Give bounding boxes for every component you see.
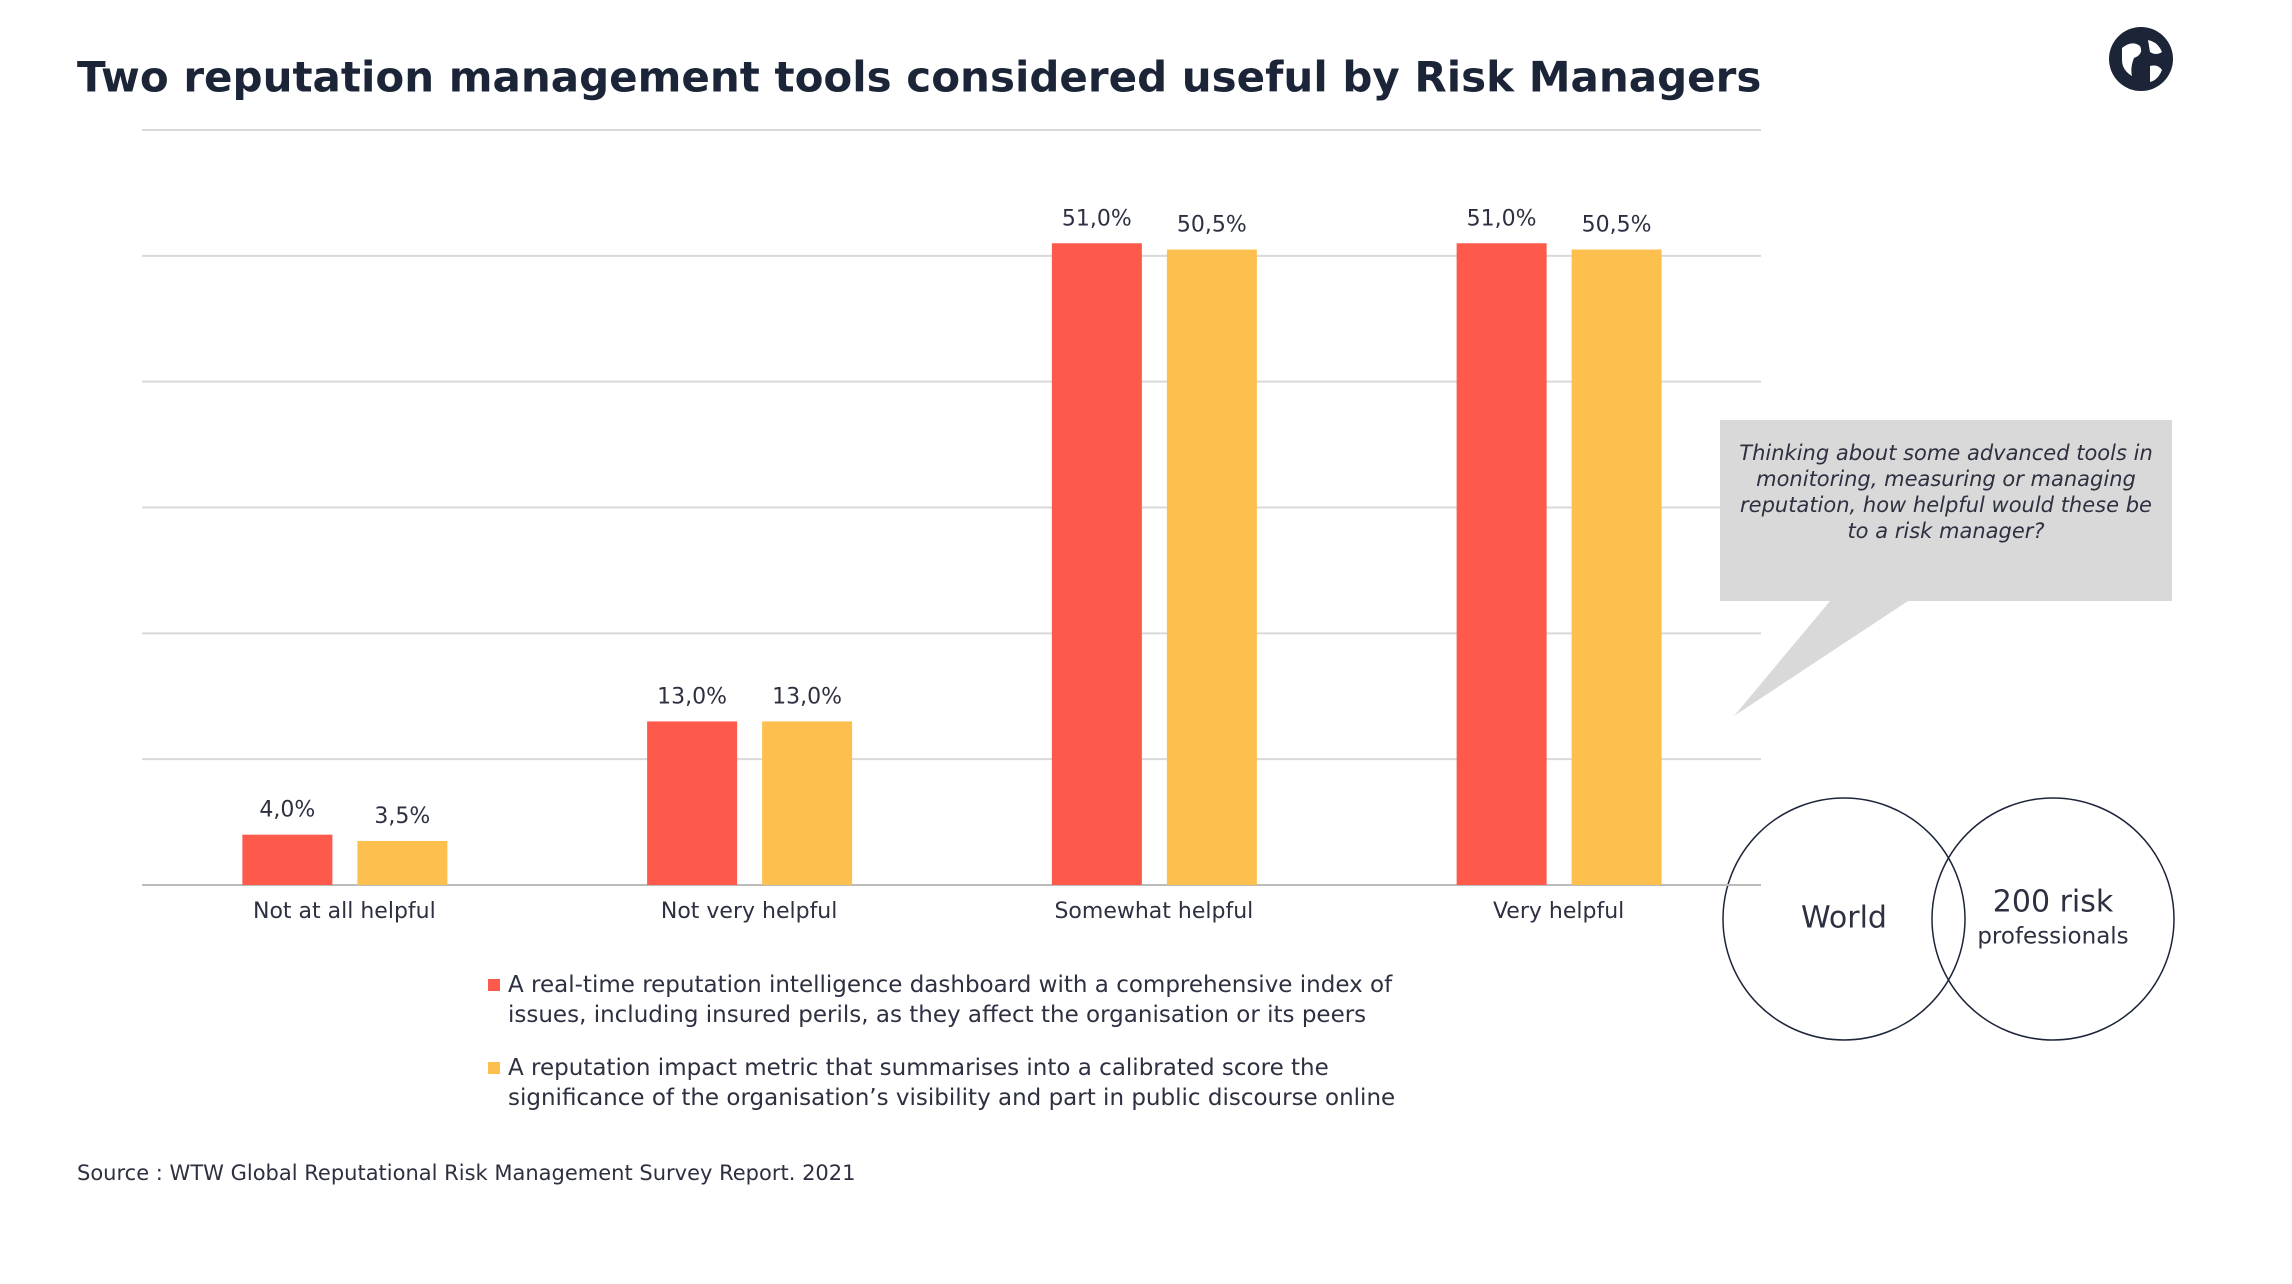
value-label: 4,0%: [259, 798, 315, 823]
legend-label: A real-time reputation intelligence dash…: [508, 972, 1393, 1028]
bar: [647, 721, 738, 885]
bar: [357, 840, 448, 885]
question-text: Thinking about some advanced tools in mo…: [1739, 441, 2153, 543]
chart-title: Two reputation management tools consider…: [77, 53, 1761, 102]
venn-label: 200 risk: [1993, 885, 2114, 920]
bar: [1051, 243, 1142, 885]
venn-label: professionals: [1977, 924, 2128, 950]
callout: [1720, 420, 2172, 716]
legend-swatch: [488, 979, 500, 991]
x-tick-label: Not at all helpful: [253, 899, 436, 924]
bar: [762, 721, 853, 885]
value-label: 13,0%: [772, 684, 842, 709]
bar: [1571, 249, 1662, 885]
legend-item: A reputation impact metric that summaris…: [488, 1053, 1448, 1113]
legend-swatch: [488, 1062, 500, 1074]
bar: [242, 834, 333, 885]
x-tick-label: Somewhat helpful: [1054, 899, 1253, 924]
venn-label: World: [1801, 901, 1887, 936]
value-label: 50,5%: [1177, 213, 1247, 238]
value-label: 51,0%: [1467, 206, 1537, 231]
globe-icon: [2109, 27, 2173, 91]
venn: [1722, 797, 2175, 1041]
value-label: 3,5%: [374, 804, 430, 829]
x-tick-label: Not very helpful: [661, 899, 838, 924]
bar: [1456, 243, 1547, 885]
value-label: 51,0%: [1062, 206, 1132, 231]
legend-item: A real-time reputation intelligence dash…: [488, 970, 1448, 1030]
value-label: 13,0%: [657, 684, 727, 709]
value-label: 50,5%: [1582, 213, 1652, 238]
source: Source : WTW Global Reputational Risk Ma…: [77, 1161, 856, 1185]
bar: [1166, 249, 1257, 885]
legend-label: A reputation impact metric that summaris…: [508, 1055, 1396, 1111]
x-tick-label: Very helpful: [1493, 899, 1624, 924]
